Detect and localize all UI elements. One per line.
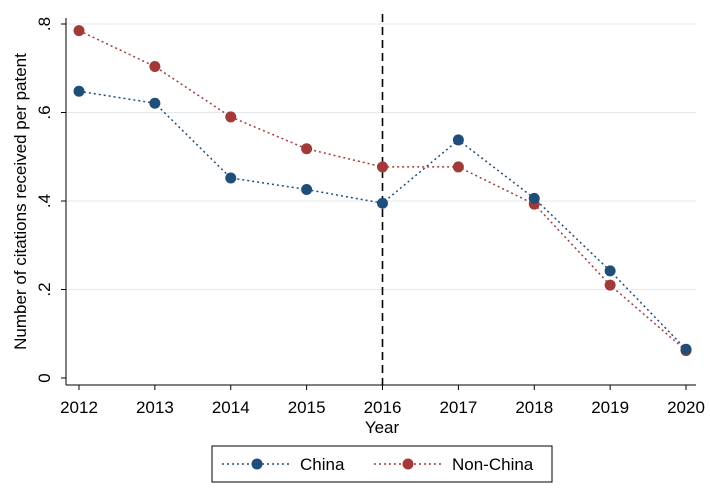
y-tick-label-4: .8 [35,17,54,31]
point-non-china-2016 [377,161,388,173]
point-china-2017 [452,134,464,146]
point-china-2019 [604,265,616,277]
point-china-2012 [73,85,85,97]
y-tick-label-2: .4 [35,194,54,208]
legend-item-china: China [222,455,345,474]
x-tick-label-1: 2013 [136,398,174,417]
series-non-china [73,25,692,357]
point-non-china-2017 [452,161,464,173]
x-axis-label: Year [365,418,400,437]
point-non-china-2014 [225,111,237,123]
point-non-china-2015 [301,143,313,155]
x-tick-label-5: 2017 [439,398,477,417]
x-tick-label-6: 2018 [515,398,553,417]
point-china-2020 [680,343,692,355]
legend-label-non-china: Non-China [452,455,534,474]
y-tick-label-1: .2 [35,282,54,296]
x-tick-label-4: 2016 [364,398,402,417]
x-tick-label-8: 2020 [667,398,705,417]
legend-item-non-china: Non-China [374,455,534,474]
series-china [73,85,692,355]
x-tick-label-2: 2014 [212,398,250,417]
point-china-2016 [377,197,388,209]
gridlines [66,23,696,290]
y-tick-label-0: 0 [35,373,54,382]
series [73,25,692,357]
legend-label-china: China [300,455,345,474]
point-non-china-2019 [604,279,616,291]
y-axis-label: Number of citations received per patent [11,53,30,350]
point-china-2015 [301,183,313,195]
legend: China Non-China [211,445,553,483]
point-non-china-2013 [149,60,161,72]
x-axis-ticks: 2012 2013 2014 2015 2016 2017 2018 2019 2020 [60,385,705,417]
point-china-2014 [225,172,237,184]
x-tick-label-7: 2019 [591,398,629,417]
y-tick-label-3: .6 [35,105,54,119]
series-line-china [78,90,687,350]
x-tick-label-0: 2012 [60,398,98,417]
x-tick-label-3: 2015 [288,398,326,417]
legend-marker-non-china [402,458,414,470]
point-china-2013 [149,97,161,109]
y-axis-ticks: 0 .2 .4 .6 .8 [35,17,66,383]
legend-marker-china [251,458,263,470]
point-non-china-2012 [73,25,85,37]
point-china-2018 [528,192,540,204]
